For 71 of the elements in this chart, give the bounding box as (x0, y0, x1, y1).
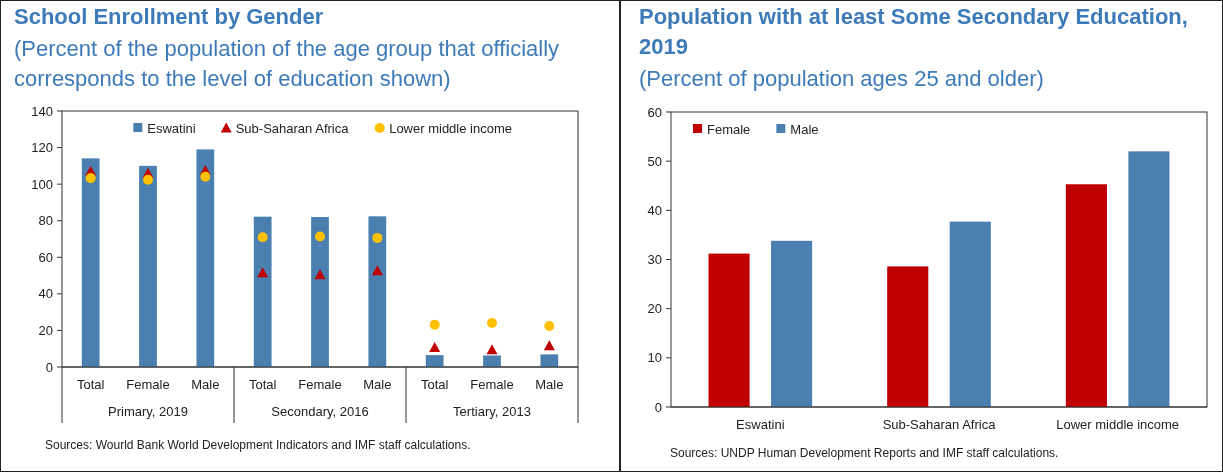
bar (1065, 184, 1107, 407)
bar (311, 217, 329, 367)
point (315, 231, 325, 242)
legend-label: Male (790, 121, 819, 137)
point (257, 267, 269, 278)
source-note: Sources: UNDP Human Development Reports and IMF staff calculations. (670, 446, 1059, 460)
text: Primary, 2019 (108, 404, 188, 419)
legend-label: Lower middle income (389, 120, 513, 136)
x-tick-label: Lower middle income (1056, 417, 1180, 432)
point (486, 344, 498, 355)
y-tick-label: 80 (38, 213, 53, 229)
bar (368, 216, 387, 367)
bar (81, 158, 100, 367)
bar (483, 355, 501, 367)
chart-title: School Enrollment by Gender (14, 4, 324, 29)
point (544, 321, 555, 332)
point (429, 342, 441, 353)
y-tick-label: 140 (31, 103, 53, 119)
point (200, 171, 211, 182)
x-tick-label: Female (470, 377, 514, 392)
chart-subtitle: (Percent of the population of the age group that officially corresponds to the level of education shown) (14, 36, 560, 91)
y-tick-label: 30 (647, 252, 662, 268)
point (143, 174, 153, 185)
y-tick-label: 0 (45, 359, 53, 375)
x-tick-label: Eswatini (736, 417, 785, 432)
y-tick-label: 20 (38, 322, 53, 338)
point (487, 317, 497, 328)
chart-subtitle: (Percent of population ages 25 and older) (639, 66, 1044, 91)
point (314, 269, 326, 280)
point (543, 340, 555, 351)
x-tick-label: Male (535, 377, 564, 392)
bar (771, 240, 813, 407)
y-tick-label: 40 (647, 202, 662, 218)
x-tick-label: Total (420, 377, 449, 392)
x-tick-label: Female (126, 377, 170, 392)
y-tick-label: 0 (654, 399, 662, 415)
x-tick-label: Total (76, 377, 105, 392)
bar (708, 253, 750, 407)
y-tick-label: 50 (647, 153, 662, 169)
y-tick-label: 60 (647, 104, 662, 120)
bar (887, 266, 929, 407)
point (85, 173, 96, 184)
text: Secondary, 2016 (271, 404, 369, 419)
point (372, 232, 383, 243)
x-tick-label: Male (191, 377, 220, 392)
source-note: Sources: Wourld Bank World Development Indicators and IMF staff calculations. (45, 438, 471, 452)
bar (196, 149, 215, 367)
bar (253, 216, 272, 367)
text: Tertiary, 2013 (453, 404, 531, 419)
bar (139, 165, 157, 367)
y-tick-label: 20 (647, 301, 662, 317)
chart-title: Population with at least Some Secondary Education, 2019 (639, 4, 1188, 59)
x-tick-label: Female (298, 377, 342, 392)
bar (540, 354, 559, 367)
x-tick-label: Total (248, 377, 277, 392)
y-tick-label: 60 (38, 249, 53, 265)
bar (949, 221, 991, 407)
y-tick-label: 120 (31, 140, 53, 156)
x-tick-label: Sub-Saharan Africa (882, 417, 997, 432)
x-tick-label: Male (363, 377, 392, 392)
y-tick-label: 100 (31, 176, 53, 192)
legend-label: Female (707, 121, 751, 137)
legend-label: Sub-Saharan Africa (235, 120, 350, 136)
y-tick-label: 40 (38, 286, 53, 302)
point (257, 232, 268, 243)
point (371, 265, 383, 276)
bar (425, 355, 444, 367)
y-tick-label: 10 (647, 350, 662, 366)
point (429, 319, 440, 330)
legend-label: Eswatini (147, 120, 196, 136)
bar (1128, 151, 1170, 407)
